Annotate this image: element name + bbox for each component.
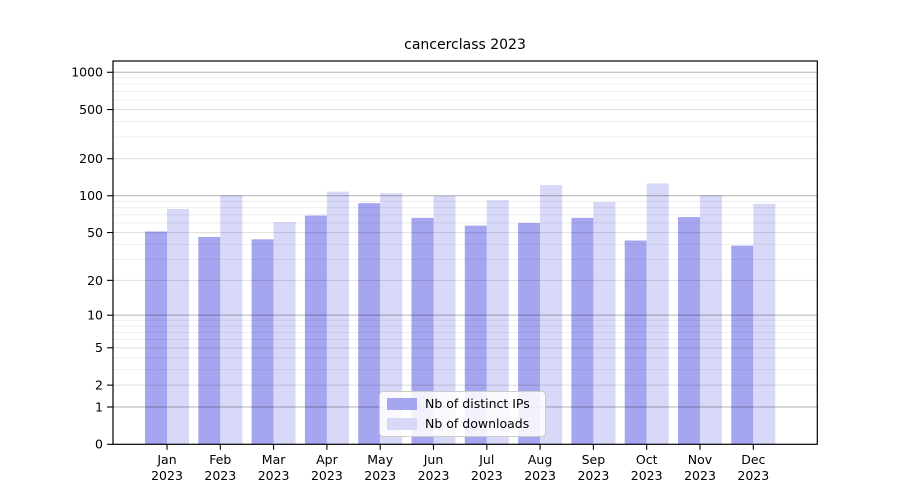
y-tick-label-200: 200 — [79, 151, 103, 166]
y-tick-label-20: 20 — [87, 273, 103, 288]
y-tick-label-2: 2 — [95, 378, 103, 393]
y-tick-label-5: 5 — [95, 340, 103, 355]
legend-label-distinct-ips: Nb of distinct IPs — [425, 396, 530, 412]
bar-distinct-ips-jul — [464, 225, 487, 445]
bar-distinct-ips-oct — [624, 240, 647, 445]
x-tick-label-month: Aug — [528, 452, 552, 467]
bar-downloads-may — [380, 193, 403, 445]
x-tick-label-month: Jan — [156, 452, 176, 467]
bar-distinct-ips-feb — [198, 236, 221, 445]
bar-downloads-dec — [753, 203, 776, 445]
bar-distinct-ips-jan — [145, 231, 167, 445]
bar-downloads-aug — [540, 185, 563, 445]
x-tick-label-year: 2023 — [204, 468, 236, 483]
x-tick-label-month: May — [367, 452, 393, 467]
y-tick-label-100: 100 — [79, 188, 103, 203]
legend-swatch-distinct-ips — [387, 398, 417, 411]
legend-item-distinct-ips: Nb of distinct IPs — [387, 396, 537, 413]
x-tick-label-year: 2023 — [577, 468, 609, 483]
legend: Nb of distinct IPs Nb of downloads — [379, 391, 546, 437]
x-tick-label-month: Jul — [478, 452, 494, 467]
y-tick-label-50: 50 — [87, 225, 103, 240]
y-tick-label-1: 1 — [95, 399, 103, 414]
bar-distinct-ips-dec — [731, 245, 754, 445]
bar-downloads-jan — [167, 209, 189, 445]
y-tick-label-500: 500 — [79, 102, 103, 117]
x-tick-label-month: Sep — [582, 452, 606, 467]
x-tick-label-year: 2023 — [151, 468, 183, 483]
x-tick-label-month: Jun — [423, 452, 444, 467]
bar-downloads-nov — [700, 195, 722, 445]
x-tick-label-month: Dec — [741, 452, 765, 467]
x-tick-label-month: Apr — [316, 452, 338, 467]
y-tick-label-0: 0 — [95, 437, 103, 452]
bar-distinct-ips-nov — [678, 217, 700, 445]
bar-distinct-ips-jun — [411, 217, 434, 445]
x-tick-label-month: Feb — [209, 452, 231, 467]
y-tick-label-10: 10 — [87, 308, 103, 323]
bar-downloads-apr — [326, 191, 349, 445]
y-tick-label-1000: 1000 — [71, 65, 103, 80]
x-tick-label-year: 2023 — [258, 468, 290, 483]
bar-distinct-ips-sep — [571, 217, 594, 445]
legend-item-downloads: Nb of downloads — [387, 416, 537, 433]
x-tick-label-month: Mar — [262, 452, 286, 467]
legend-swatch-downloads — [387, 417, 417, 430]
x-tick-label-year: 2023 — [311, 468, 343, 483]
chart-title: cancerclass 2023 — [404, 37, 526, 53]
bar-downloads-sep — [593, 201, 616, 445]
x-tick-label-year: 2023 — [364, 468, 396, 483]
bar-distinct-ips-aug — [518, 222, 541, 445]
bars — [145, 183, 776, 445]
x-tick-label-year: 2023 — [631, 468, 663, 483]
x-tick-label-year: 2023 — [737, 468, 769, 483]
legend-label-downloads: Nb of downloads — [425, 415, 530, 431]
x-tick-label-year: 2023 — [524, 468, 556, 483]
bar-downloads-jul — [486, 200, 509, 445]
bar-downloads-feb — [220, 195, 243, 445]
bar-downloads-jun — [433, 195, 456, 445]
x-tick-label-year: 2023 — [471, 468, 503, 483]
x-tick-label-year: 2023 — [684, 468, 716, 483]
plot-frame — [112, 60, 818, 445]
x-tick-label-month: Nov — [688, 452, 713, 467]
x-tick-label-month: Oct — [636, 452, 658, 467]
bar-distinct-ips-apr — [304, 215, 327, 445]
bar-downloads-oct — [646, 183, 669, 445]
x-tick-label-year: 2023 — [418, 468, 450, 483]
bar-distinct-ips-may — [358, 203, 381, 445]
bar-downloads-mar — [273, 222, 296, 445]
x-axis: Jan2023Feb2023Mar2023Apr2023May2023Jun20… — [151, 444, 769, 483]
y-axis: 0 1 2 5 10 20 50 100 200 500 1000 — [71, 65, 113, 452]
bar-distinct-ips-mar — [251, 239, 274, 445]
